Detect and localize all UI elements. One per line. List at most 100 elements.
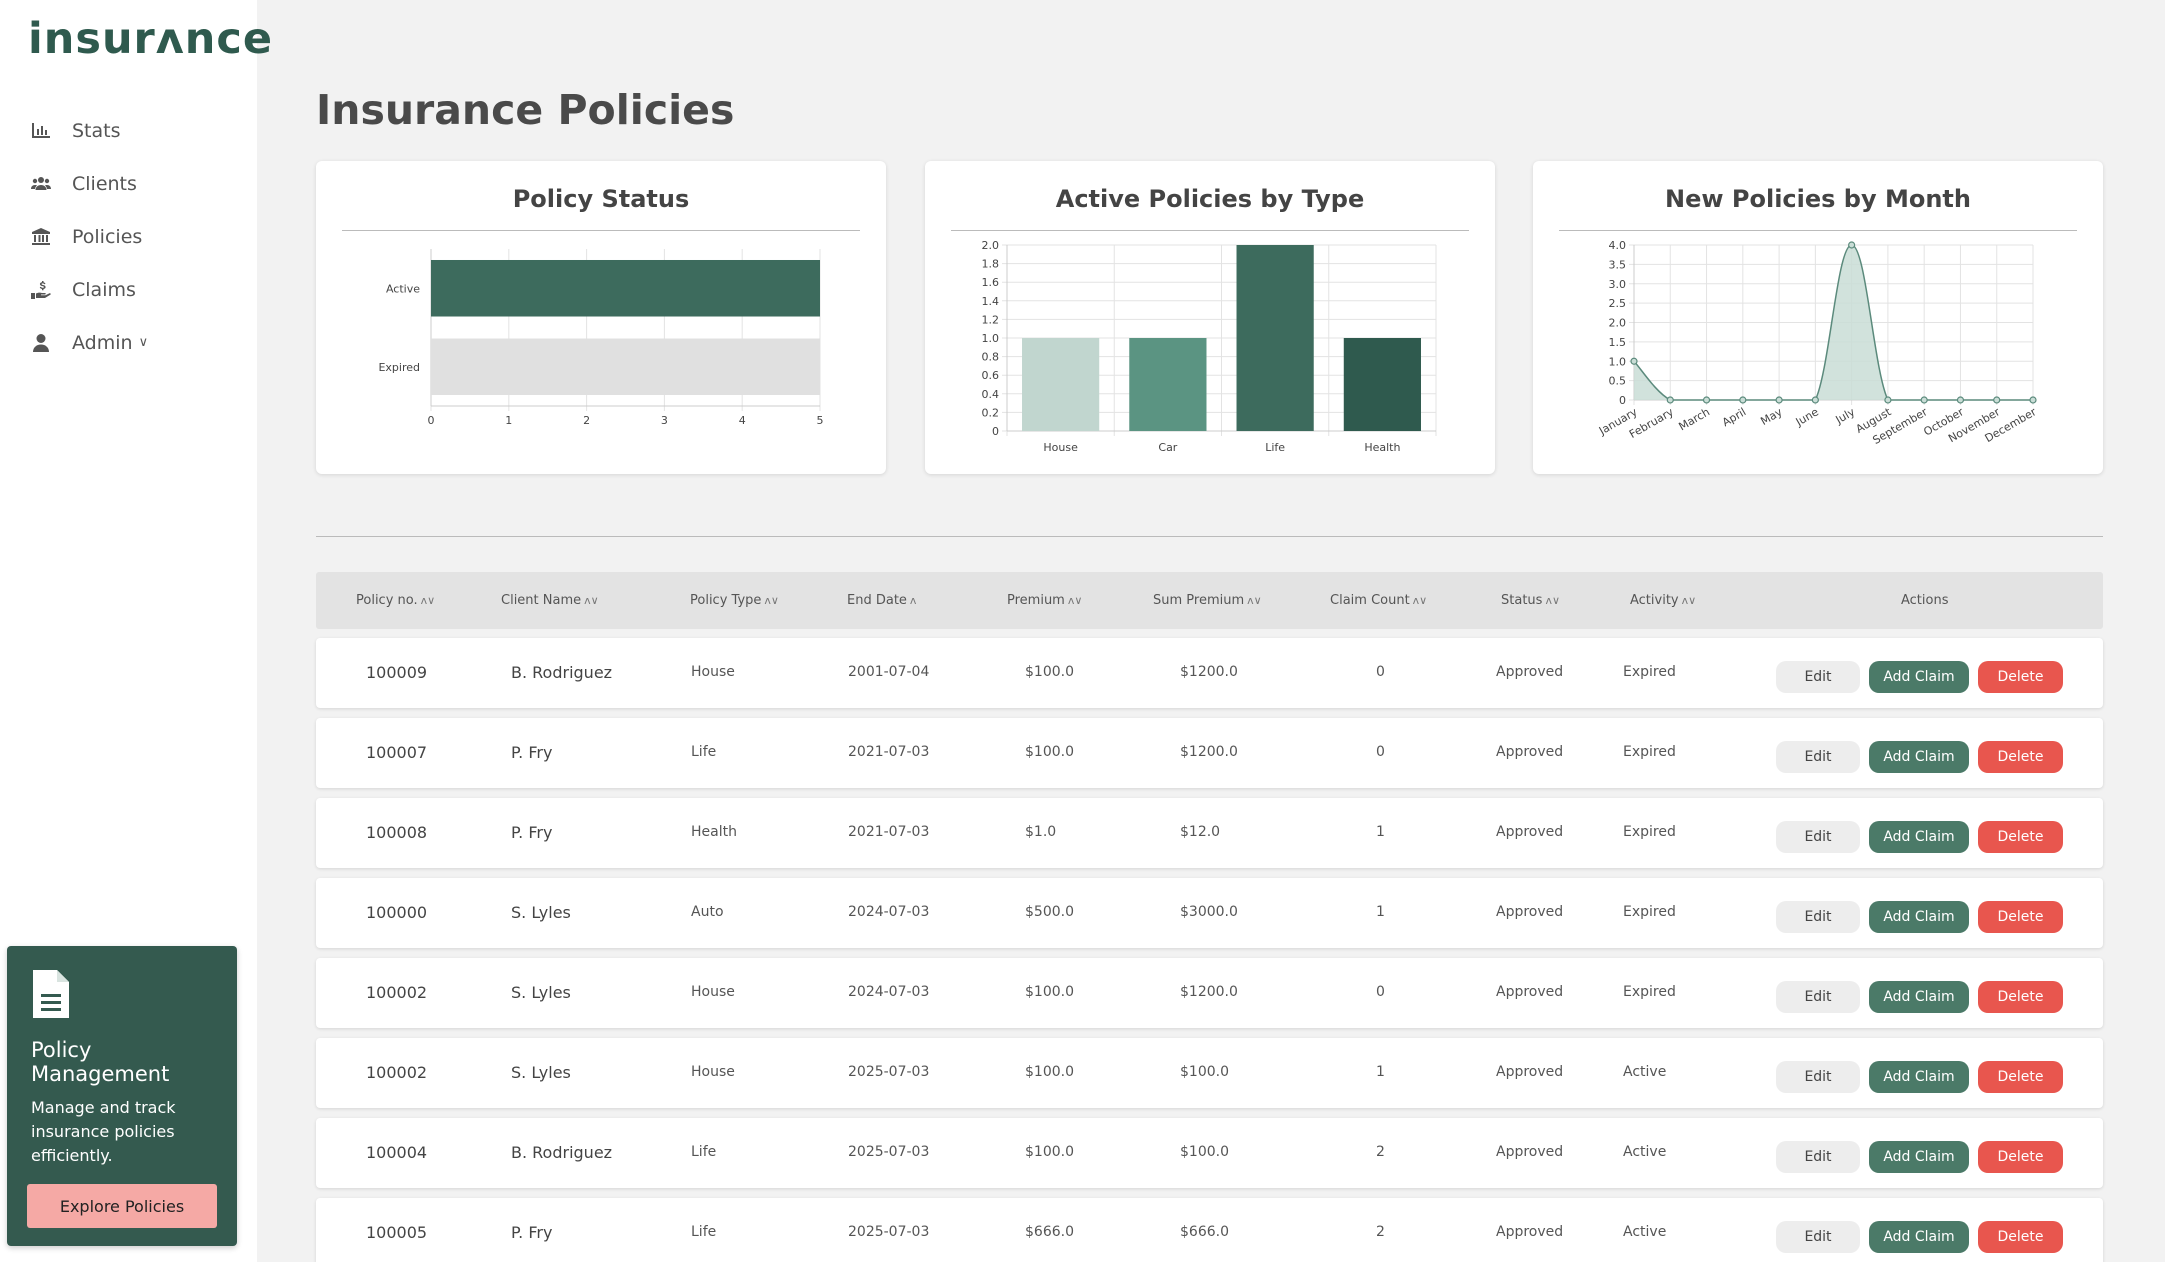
add-claim-button[interactable]: Add Claim [1869,741,1969,773]
edit-button[interactable]: Edit [1776,821,1860,853]
app-logo[interactable]: insurʌnce [28,14,274,64]
sort-icon[interactable]: ʌ∨ [584,594,599,607]
sort-icon[interactable]: ʌ∨ [1067,594,1083,607]
y-tick-label: 0.8 [982,351,1000,364]
y-tick-label: 1.2 [982,313,1000,326]
x-tick-label: April [1720,405,1748,429]
column-header-policy-type[interactable]: Policy Type ʌ∨ [690,593,779,608]
delete-button[interactable]: Delete [1978,821,2063,853]
add-claim-button[interactable]: Add Claim [1869,901,1969,933]
policy-type-cell: House [691,984,735,1000]
promo-text: Manage and track insurance policies effi… [31,1098,176,1165]
x-tick-label: 1 [505,414,512,427]
activity-cell: Expired [1623,984,1676,1000]
column-header-activity[interactable]: Activity ʌ∨ [1630,593,1697,608]
client-name-cell: P. Fry [511,1223,553,1242]
activity-cell: Active [1623,1224,1667,1240]
policy-type-cell: House [691,664,735,680]
status-cell: Approved [1496,984,1564,1000]
edit-button[interactable]: Edit [1776,1141,1860,1173]
sidebar-nav: Stats Clients Policies Claims Admin ∨ [30,104,250,369]
add-claim-button[interactable]: Add Claim [1869,661,1969,693]
column-header-status[interactable]: Status ʌ∨ [1501,593,1560,608]
sidebar-item-policies[interactable]: Policies [30,210,250,263]
policy-number-cell: 100004 [366,1143,428,1162]
sort-icon[interactable]: ʌ [909,594,917,607]
delete-button[interactable]: Delete [1978,741,2063,773]
sidebar-item-stats[interactable]: Stats [30,104,250,157]
y-tick-label: 3.5 [1609,258,1627,271]
hand-dollar-icon [30,279,52,301]
add-claim-button[interactable]: Add Claim [1869,981,1969,1013]
policy-number-cell: 100002 [366,983,428,1002]
explore-policies-button[interactable]: Explore Policies [27,1184,217,1228]
edit-button[interactable]: Edit [1776,1061,1860,1093]
end-date-cell: 2021-07-03 [848,744,930,760]
sort-icon[interactable]: ʌ∨ [1545,594,1560,607]
add-claim-button[interactable]: Add Claim [1869,1061,1969,1093]
column-header-premium[interactable]: Premium ʌ∨ [1007,593,1083,608]
edit-button[interactable]: Edit [1776,981,1860,1013]
table-row: 100000 S. Lyles Auto 2024-07-03 $500.0 $3000.… [316,878,2103,948]
promo-title: Policy Management [31,1038,170,1086]
status-cell: Approved [1496,1224,1564,1240]
divider [1559,230,2077,231]
data-point [1920,396,1928,404]
end-date-cell: 2001-07-04 [848,664,930,680]
sidebar: insurʌnce Stats Clients Policies Claims [0,0,272,1262]
sidebar-item-label: Policies [72,225,143,248]
sum-premium-cell: $100.0 [1180,1064,1229,1080]
chevron-down-icon[interactable]: ∨ [138,335,149,350]
delete-button[interactable]: Delete [1978,661,2063,693]
page-title: Insurance Policies [316,86,735,134]
y-tick-label: 1.0 [1609,355,1627,368]
promo-card: Policy Management Manage and track insur… [7,946,237,1246]
edit-button[interactable]: Edit [1776,741,1860,773]
sidebar-item-claims[interactable]: Claims [30,263,250,316]
sort-icon[interactable]: ʌ∨ [1247,594,1262,607]
delete-button[interactable]: Delete [1978,1061,2063,1093]
x-tick-label: House [1043,441,1078,454]
column-header-claim-count[interactable]: Claim Count ʌ∨ [1330,593,1428,608]
edit-button[interactable]: Edit [1776,901,1860,933]
y-tick-label: 0.2 [982,406,1000,419]
y-tick-label: 0 [992,425,999,438]
end-date-cell: 2024-07-03 [848,904,930,920]
end-date-cell: 2021-07-03 [848,824,930,840]
edit-button[interactable]: Edit [1776,1221,1860,1253]
data-point [1702,396,1711,404]
x-tick-label: 2 [583,414,590,427]
divider [951,230,1469,231]
add-claim-button[interactable]: Add Claim [1869,1141,1969,1173]
column-header-end-date[interactable]: End Date ʌ [847,593,917,608]
y-tick-label: 2.0 [1609,317,1627,330]
client-name-cell: S. Lyles [511,1063,571,1082]
sum-premium-cell: $1200.0 [1180,744,1238,760]
column-header-sum-premium[interactable]: Sum Premium ʌ∨ [1153,593,1262,608]
sidebar-item-clients[interactable]: Clients [30,157,250,210]
edit-button[interactable]: Edit [1776,661,1860,693]
client-name-cell: S. Lyles [511,903,571,922]
delete-button[interactable]: Delete [1978,1221,2063,1253]
column-header-policy-no[interactable]: Policy no. ʌ∨ [356,593,436,608]
column-header-client-name[interactable]: Client Name ʌ∨ [501,593,599,608]
bar [1236,245,1314,431]
table-row: 100002 S. Lyles House 2024-07-03 $100.0 $1200… [316,958,2103,1028]
column-header-actions: Actions [1901,593,1949,608]
add-claim-button[interactable]: Add Claim [1869,821,1969,853]
delete-button[interactable]: Delete [1978,981,2063,1013]
sidebar-item-admin[interactable]: Admin ∨ [30,316,250,369]
y-tick-label: 0.6 [982,369,1000,382]
client-name-cell: P. Fry [511,823,553,842]
policies-by-type-chart: 0 0.2 0.4 0.6 0.8 1.0 1.2 1.4 1.6 1.8 2.0 House Car L… [982,239,1437,454]
sort-icon[interactable]: ʌ∨ [1412,594,1428,607]
sort-icon[interactable]: ʌ∨ [420,594,436,607]
sort-icon[interactable]: ʌ∨ [764,594,779,607]
add-claim-button[interactable]: Add Claim [1869,1221,1969,1253]
sum-premium-cell: $1200.0 [1180,984,1238,1000]
policy-type-cell: Life [691,1224,717,1240]
delete-button[interactable]: Delete [1978,1141,2063,1173]
sort-icon[interactable]: ʌ∨ [1681,594,1697,607]
status-cell: Approved [1496,664,1564,680]
delete-button[interactable]: Delete [1978,901,2063,933]
